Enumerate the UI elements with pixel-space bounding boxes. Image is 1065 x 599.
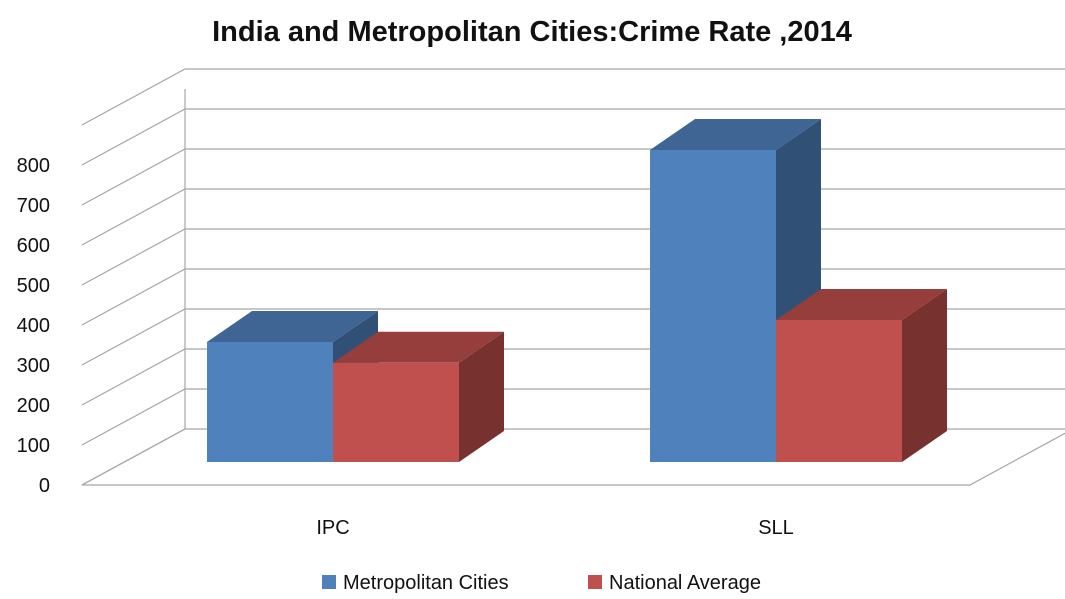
y-tick-label: 600 <box>17 235 50 257</box>
y-tick-label: 700 <box>17 195 50 217</box>
x-category-label: SLL <box>758 517 794 539</box>
bar-sll-national-average <box>776 289 947 462</box>
gridline <box>81 188 1065 246</box>
bar-front-face <box>776 320 902 462</box>
bar-top-face <box>776 289 947 320</box>
y-tick-label: 800 <box>17 155 50 177</box>
x-axis-categories: IPC SLL <box>316 517 793 539</box>
y-tick-label: 400 <box>17 315 50 337</box>
bar-front-face <box>207 342 333 462</box>
bars <box>207 119 947 462</box>
legend-label-national-average: National Average <box>609 572 761 594</box>
bar-front-face <box>333 362 459 462</box>
legend: Metropolitan Cities National Average <box>322 572 761 594</box>
bar-top-face <box>333 331 504 363</box>
gridline <box>81 68 1065 126</box>
bar-top-face <box>650 119 821 150</box>
y-axis-ticks: 0 100 200 300 400 500 600 700 800 <box>17 155 50 497</box>
y-tick-label: 200 <box>17 395 50 417</box>
y-tick-label: 0 <box>39 475 50 497</box>
gridline <box>81 108 1065 166</box>
gridline <box>81 228 1065 286</box>
chart-title: India and Metropolitan Cities:Crime Rate… <box>212 16 852 48</box>
gridline <box>81 148 1065 206</box>
y-tick-label: 100 <box>17 435 50 457</box>
bar-front-face <box>650 150 776 462</box>
bar-side-face <box>459 331 504 462</box>
legend-swatch-metropolitan-cities <box>322 575 336 589</box>
y-tick-label: 500 <box>17 275 50 297</box>
y-tick-label: 300 <box>17 355 50 377</box>
x-category-label: IPC <box>316 517 349 539</box>
legend-label-metropolitan-cities: Metropolitan Cities <box>343 572 509 594</box>
legend-swatch-national-average <box>588 575 602 589</box>
bar-ipc-national-average <box>333 331 504 462</box>
bar-top-face <box>207 311 378 342</box>
bar-side-face <box>902 289 947 462</box>
